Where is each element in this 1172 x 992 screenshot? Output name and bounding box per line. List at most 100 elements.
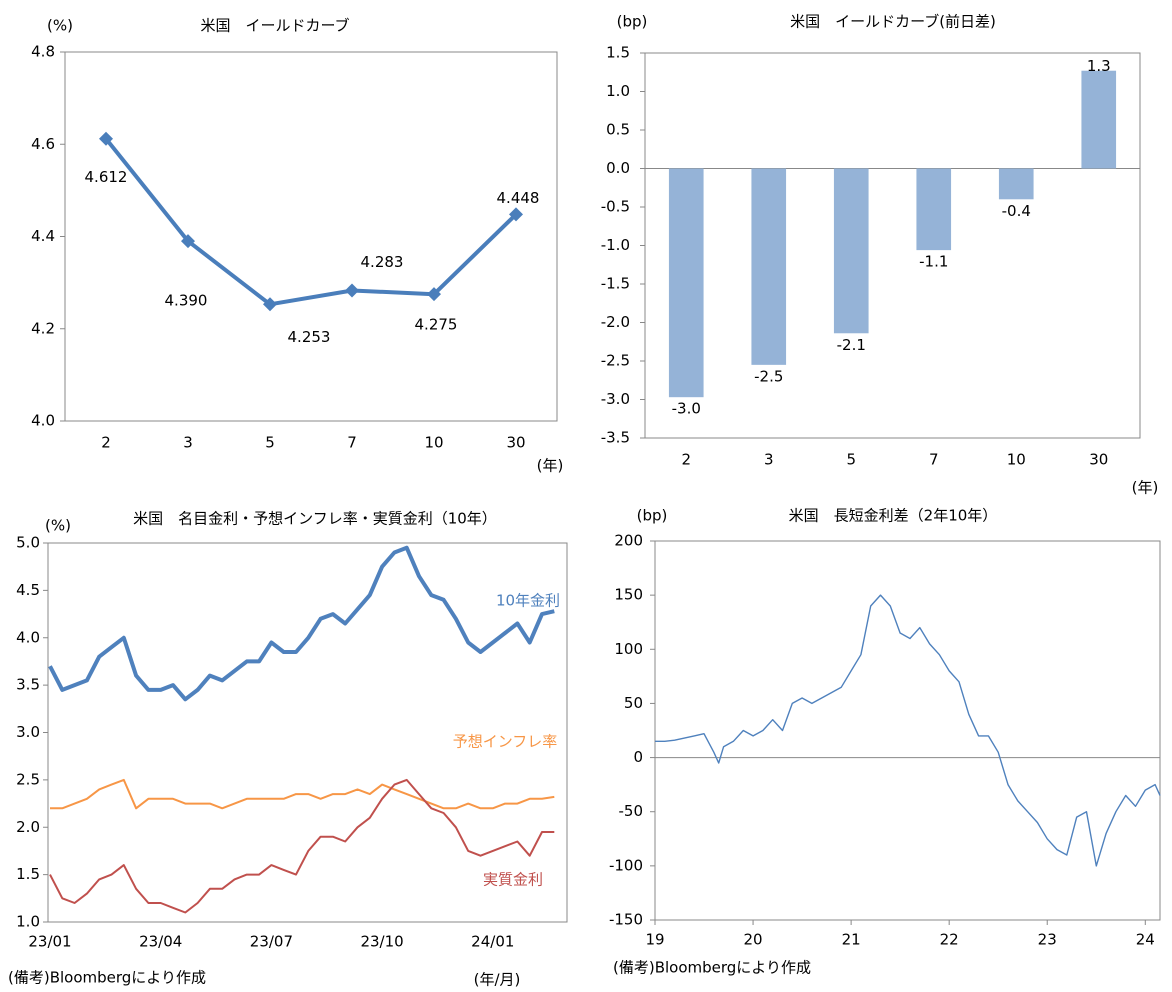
y-tick-label: 1.0 xyxy=(606,82,630,100)
bar xyxy=(833,168,869,334)
marker xyxy=(427,287,441,302)
y-tick-label: 50 xyxy=(624,694,643,712)
x-tick-label: 3 xyxy=(764,451,774,469)
x-unit: (年) xyxy=(537,457,564,475)
x-tick-label: 23/01 xyxy=(28,933,71,951)
y-tick-label: 4.2 xyxy=(31,319,55,337)
y-tick-label: -0.5 xyxy=(601,198,630,216)
x-tick-label: 7 xyxy=(347,434,357,452)
x-tick-label: 19 xyxy=(645,931,664,949)
y-unit: (%) xyxy=(45,517,71,535)
y-tick-label: 4.5 xyxy=(16,581,40,599)
chart-title: 米国 名目金利・予想インフレ率・実質金利（10年） xyxy=(133,510,497,528)
marker xyxy=(263,297,277,312)
note: (備考)Bloombergにより作成 xyxy=(613,959,811,977)
line xyxy=(104,137,518,307)
series-label: 実質金利 xyxy=(483,871,543,889)
y-tick-label: -50 xyxy=(619,802,644,820)
x-tick-label: 22 xyxy=(940,931,959,949)
x-tick-label: 23/10 xyxy=(360,933,403,951)
data-label: -2.5 xyxy=(754,367,783,385)
x-tick-label: 3 xyxy=(183,434,193,452)
plot-frame xyxy=(64,51,558,422)
bar xyxy=(751,168,787,365)
chart-title: 米国 イールドカーブ(前日差) xyxy=(790,13,996,31)
y-tick-label: 5.0 xyxy=(16,534,40,552)
x-tick-label: 23 xyxy=(1038,931,1057,949)
x-tick-label: 30 xyxy=(506,434,525,452)
line xyxy=(50,778,555,810)
plot-frame xyxy=(644,52,1141,439)
y-tick-label: 4.0 xyxy=(31,412,55,430)
chart-title: 米国 イールドカーブ xyxy=(200,17,349,35)
y-tick-label: 150 xyxy=(614,586,643,604)
data-label: 4.390 xyxy=(165,292,208,310)
x-tick-label: 5 xyxy=(265,434,275,452)
plot-frame xyxy=(654,540,1161,921)
x-tick-label: 5 xyxy=(846,451,856,469)
x-tick-label: 24/01 xyxy=(471,933,514,951)
data-label: 4.253 xyxy=(288,328,331,346)
y-tick-label: 0.0 xyxy=(606,159,630,177)
y-tick-label: -150 xyxy=(609,911,643,929)
y-unit: (bp) xyxy=(617,13,648,31)
data-label: -0.4 xyxy=(1002,202,1031,220)
x-tick-label: 20 xyxy=(744,931,763,949)
x-tick-label: 23/07 xyxy=(250,933,293,951)
x-tick-label: 2 xyxy=(681,451,691,469)
y-tick-label: -2.5 xyxy=(601,352,630,370)
x-tick-label: 23/04 xyxy=(139,933,182,951)
x-unit: (年/月) xyxy=(474,971,521,989)
data-label: 4.275 xyxy=(415,316,458,334)
x-tick-label: 24 xyxy=(1136,931,1155,949)
x-tick-label: 10 xyxy=(1007,451,1026,469)
chart-title: 米国 長短金利差（2年10年） xyxy=(789,507,998,525)
y-tick-label: 1.5 xyxy=(16,865,40,883)
bar xyxy=(1081,70,1117,169)
x-tick-label: 2 xyxy=(101,434,111,452)
data-label: 4.612 xyxy=(85,168,128,186)
x-tick-label: 21 xyxy=(842,931,861,949)
x-tick-label: 10 xyxy=(424,434,443,452)
y-tick-label: 4.0 xyxy=(16,628,40,646)
data-label: -2.1 xyxy=(837,336,866,354)
y-tick-label: 0.5 xyxy=(606,121,630,139)
y-tick-label: 2.5 xyxy=(16,770,40,788)
x-unit: (年) xyxy=(1132,479,1159,497)
y-tick-label: 4.4 xyxy=(31,227,55,245)
data-label: 1.3 xyxy=(1087,57,1111,75)
y-tick-label: -1.0 xyxy=(601,236,630,254)
series-label: 予想インフレ率 xyxy=(453,733,558,751)
y-unit: (%) xyxy=(47,17,73,35)
note: (備考)Bloombergにより作成 xyxy=(8,969,206,987)
y-tick-label: 0 xyxy=(633,748,643,766)
marker xyxy=(181,234,195,249)
y-tick-label: 3.5 xyxy=(16,676,40,694)
y-tick-label: 1.5 xyxy=(606,44,630,62)
line xyxy=(49,778,555,914)
marker xyxy=(509,207,523,222)
x-tick-label: 30 xyxy=(1089,451,1108,469)
data-label: -1.1 xyxy=(919,253,948,271)
marker xyxy=(99,131,113,146)
y-tick-label: -3.0 xyxy=(601,390,630,408)
y-tick-label: 4.6 xyxy=(31,135,55,153)
series-label: 10年金利 xyxy=(496,592,560,610)
y-tick-label: -1.5 xyxy=(601,275,630,293)
y-tick-label: 200 xyxy=(614,532,643,550)
x-tick-label: 7 xyxy=(929,451,939,469)
y-tick-label: 2.0 xyxy=(16,818,40,836)
y-unit: (bp) xyxy=(637,507,668,525)
y-tick-label: -2.0 xyxy=(601,313,630,331)
marker xyxy=(345,283,359,298)
line xyxy=(48,545,555,702)
y-tick-label: 1.0 xyxy=(16,913,40,931)
y-tick-label: 100 xyxy=(614,640,643,658)
y-tick-label: 3.0 xyxy=(16,723,40,741)
data-label: 4.448 xyxy=(497,189,540,207)
bar xyxy=(916,168,952,251)
data-label: -3.0 xyxy=(672,400,701,418)
bar xyxy=(668,168,704,398)
bar xyxy=(998,168,1034,200)
